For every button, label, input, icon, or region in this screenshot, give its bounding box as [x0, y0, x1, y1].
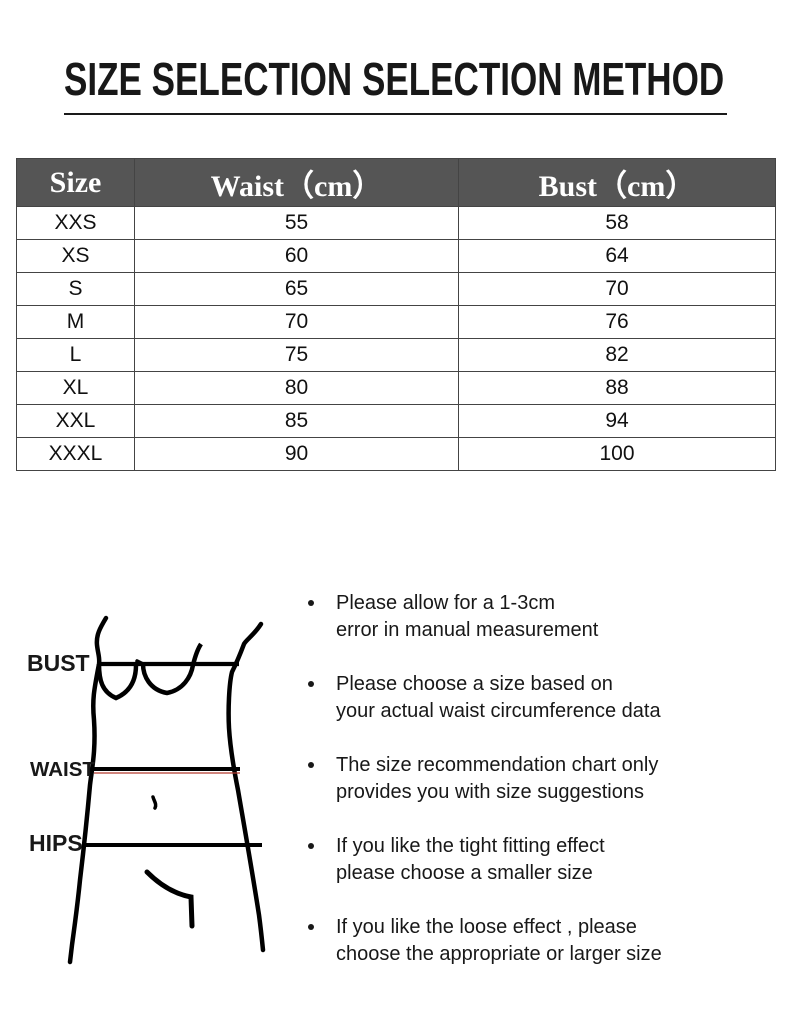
svg-text:WAIST: WAIST — [30, 758, 95, 781]
svg-text:BUST: BUST — [27, 650, 90, 676]
svg-text:HIPS: HIPS — [29, 830, 83, 856]
